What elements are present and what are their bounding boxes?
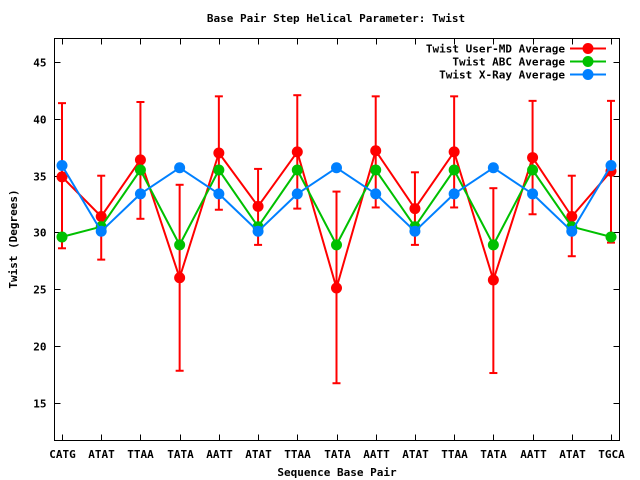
y-axis: 15 20 25 30 35 40 45 — [33, 57, 620, 411]
x-tick-label: TATA — [324, 448, 351, 461]
x-axis: CATG ATAT TTAA TATA AATT ATAT TTAA TATA AATT ATAT… — [49, 38, 625, 461]
data-point — [95, 211, 107, 223]
series-1 — [56, 164, 617, 251]
x-tick-label: AATT — [363, 448, 390, 461]
series-group — [56, 145, 617, 294]
data-point — [409, 203, 421, 215]
data-point — [448, 146, 460, 158]
data-point — [527, 188, 539, 200]
x-tick-label: TTAA — [441, 448, 468, 461]
y-tick-label: 25 — [33, 284, 46, 297]
y-axis-label: Twist (Degrees) — [7, 189, 20, 288]
data-point — [409, 225, 421, 237]
legend-label: Twist X-Ray Average — [439, 69, 565, 82]
data-point — [252, 225, 264, 237]
data-point — [291, 146, 303, 158]
data-point — [56, 160, 68, 172]
data-point — [566, 225, 578, 237]
legend-label: Twist User-MD Average — [426, 43, 565, 56]
data-point — [370, 164, 382, 176]
data-point — [291, 188, 303, 200]
data-point — [487, 239, 499, 251]
legend-marker — [582, 56, 594, 67]
y-tick-label: 20 — [33, 341, 46, 354]
chart-title: Base Pair Step Helical Parameter: Twist — [207, 12, 465, 25]
x-tick-label: AATT — [206, 448, 233, 461]
x-tick-label: ATAT — [245, 448, 272, 461]
data-point — [134, 188, 146, 200]
y-tick-label: 45 — [33, 57, 46, 70]
data-point — [487, 274, 499, 286]
data-point — [56, 171, 68, 183]
x-tick-label: ATAT — [402, 448, 429, 461]
series-2 — [56, 160, 617, 237]
x-tick-label: TGCA — [598, 448, 625, 461]
data-point — [134, 154, 146, 166]
data-point — [174, 162, 186, 174]
data-point — [448, 164, 460, 176]
data-point — [331, 282, 342, 294]
legend-label: Twist ABC Average — [452, 56, 565, 69]
legend-marker — [582, 43, 594, 54]
x-tick-label: ATAT — [88, 448, 115, 461]
x-tick-label: AATT — [520, 448, 547, 461]
data-point — [56, 231, 68, 243]
data-point — [605, 231, 617, 243]
y-tick-label: 15 — [33, 398, 46, 411]
data-point — [448, 188, 460, 200]
x-tick-label: TATA — [167, 448, 194, 461]
data-point — [605, 160, 617, 172]
data-point — [370, 188, 382, 200]
x-tick-label: CATG — [49, 448, 76, 461]
data-point — [213, 188, 225, 200]
data-point — [174, 239, 186, 251]
series-0 — [56, 145, 617, 294]
error-bars — [58, 94, 615, 385]
data-point — [252, 200, 264, 212]
x-tick-label: TTAA — [284, 448, 311, 461]
data-point — [331, 162, 342, 174]
data-point — [527, 164, 539, 176]
data-point — [370, 145, 382, 157]
x-tick-label: ATAT — [559, 448, 586, 461]
data-point — [134, 164, 146, 176]
y-tick-label: 40 — [33, 114, 46, 127]
data-point — [213, 147, 225, 159]
x-tick-label: TTAA — [127, 448, 154, 461]
data-point — [213, 164, 225, 176]
data-point — [527, 152, 539, 164]
y-tick-label: 30 — [33, 227, 46, 240]
x-tick-label: TATA — [480, 448, 507, 461]
data-point — [95, 225, 107, 237]
data-point — [487, 162, 499, 174]
y-tick-label: 35 — [33, 171, 46, 184]
data-point — [331, 239, 342, 251]
data-point — [174, 272, 186, 284]
data-point — [566, 211, 578, 223]
data-point — [291, 164, 303, 176]
legend-marker — [582, 69, 594, 80]
x-axis-label: Sequence Base Pair — [277, 466, 397, 479]
